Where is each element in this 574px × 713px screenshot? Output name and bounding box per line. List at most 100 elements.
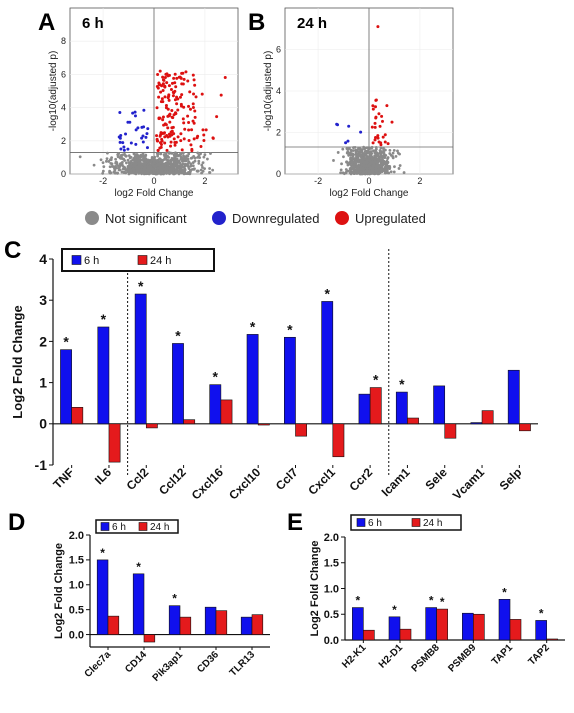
point-not-significant [151, 163, 155, 167]
point-not-significant [181, 162, 185, 166]
legend-box [350, 514, 462, 531]
point-not-significant [369, 155, 373, 159]
point-not-significant [134, 164, 137, 168]
point-not-significant [118, 165, 122, 169]
legend-label: 24 h [150, 255, 171, 267]
y-tick-label: 2 [276, 128, 281, 138]
point-upregulated [161, 115, 165, 119]
point-upregulated [155, 106, 159, 110]
point-not-significant [139, 169, 142, 173]
point-not-significant [191, 164, 195, 168]
point-not-significant [387, 171, 391, 175]
point-upregulated [383, 133, 387, 137]
point-upregulated [191, 119, 195, 123]
point-not-significant [153, 159, 157, 163]
point-upregulated [374, 116, 378, 120]
point-upregulated [371, 107, 375, 111]
point-upregulated [163, 76, 167, 80]
point-upregulated [172, 91, 176, 95]
bar-6h [134, 293, 147, 425]
point-upregulated [168, 120, 172, 124]
point-not-significant [92, 163, 96, 167]
point-not-significant [396, 149, 399, 153]
significance-star: * [136, 560, 141, 574]
point-upregulated [163, 135, 167, 139]
point-not-significant [158, 157, 162, 161]
point-not-significant [379, 154, 383, 158]
point-upregulated [161, 100, 165, 104]
point-not-significant [368, 165, 371, 169]
point-upregulated [182, 137, 186, 141]
point-upregulated [219, 93, 223, 97]
bar-24h [332, 423, 345, 458]
point-not-significant [102, 165, 106, 169]
point-upregulated [178, 95, 182, 99]
point-not-significant [349, 148, 353, 152]
point-upregulated [193, 115, 197, 119]
point-not-significant [203, 153, 207, 157]
point-downregulated [126, 147, 130, 151]
point-not-significant [339, 168, 343, 172]
point-not-significant [386, 164, 390, 168]
bar-24h [481, 410, 494, 425]
point-downregulated [346, 139, 350, 143]
point-not-significant [126, 170, 130, 173]
point-not-significant [143, 164, 147, 167]
point-not-significant [139, 163, 143, 167]
point-upregulated [158, 134, 162, 138]
point-not-significant [156, 158, 160, 162]
point-not-significant [375, 161, 379, 165]
point-not-significant [384, 171, 388, 175]
point-not-significant [142, 170, 146, 174]
point-downregulated [124, 132, 128, 136]
volcano-plot-6h: -2 0 2 0 2 4 6 8 log2 Fold Change -log10(adjusted… [48, 7, 239, 199]
bar-6h [462, 612, 474, 641]
bar-6h [96, 559, 109, 635]
point-not-significant [155, 152, 159, 155]
point-not-significant [158, 164, 162, 168]
point-not-significant [153, 155, 157, 159]
point-not-significant [152, 171, 156, 175]
bar-6h [246, 334, 259, 425]
category-label: Cxcl10 [226, 465, 263, 502]
point-downregulated [126, 120, 130, 124]
point-not-significant [177, 172, 181, 176]
point-upregulated [379, 141, 383, 145]
point-not-significant [170, 151, 174, 155]
panel-letter-e: E [287, 509, 303, 536]
bar-24h [399, 628, 412, 641]
y-tick-label: 8 [61, 36, 66, 46]
x-tick-label: -2 [99, 176, 107, 186]
point-upregulated [161, 118, 165, 122]
point-upregulated [163, 141, 167, 145]
category-label: Sele [422, 465, 450, 493]
bar-6h [321, 301, 334, 425]
point-not-significant [341, 147, 345, 151]
point-not-significant [149, 160, 153, 164]
point-upregulated [166, 126, 170, 130]
point-not-significant [348, 161, 351, 164]
point-not-significant [362, 155, 366, 159]
point-not-significant [180, 171, 184, 175]
point-upregulated [189, 143, 193, 147]
point-not-significant [186, 154, 190, 158]
bar-24h [251, 614, 264, 635]
point-not-significant [367, 170, 371, 173]
point-upregulated [192, 78, 196, 82]
point-not-significant [149, 165, 153, 169]
point-not-significant [101, 169, 105, 173]
point-not-significant [154, 164, 158, 168]
significance-star: * [373, 372, 379, 388]
point-upregulated [164, 123, 168, 127]
point-not-significant [371, 167, 375, 170]
x-axis-label: log2 Fold Change [115, 188, 194, 199]
point-upregulated [172, 113, 176, 117]
bar-24h [519, 423, 531, 432]
significance-star: * [429, 594, 434, 608]
point-not-significant [201, 166, 204, 169]
point-not-significant [365, 166, 369, 170]
point-not-significant [128, 156, 132, 160]
point-not-significant [353, 158, 357, 162]
legend-swatch [137, 255, 148, 265]
point-downregulated [121, 141, 125, 145]
